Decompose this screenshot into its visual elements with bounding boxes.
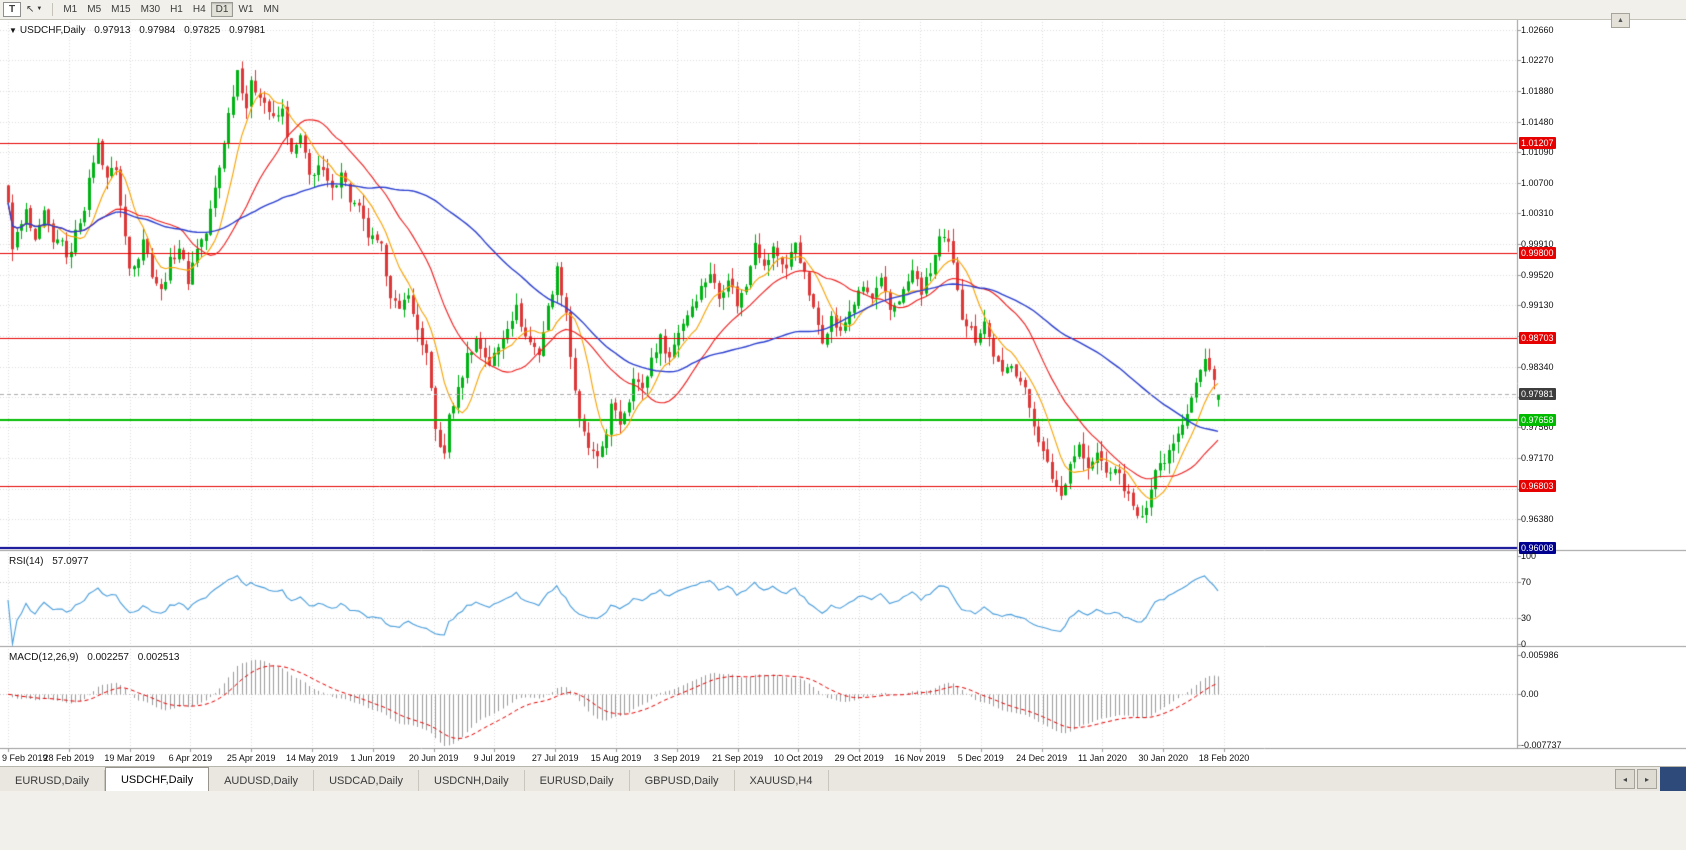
- chart-tab-bar: EURUSD,Daily USDCHF,Daily AUDUSD,Daily U…: [0, 766, 1686, 791]
- tab-gbpusd-daily[interactable]: GBPUSD,Daily: [629, 770, 735, 791]
- cursor-tool-button[interactable]: ↖ ▼: [21, 2, 47, 17]
- tab-eurusd-daily-2[interactable]: EURUSD,Daily: [524, 770, 630, 791]
- tab-bar-corner: [1660, 767, 1686, 791]
- timeframe-m1-button[interactable]: M1: [58, 2, 82, 17]
- timeframe-m30-button[interactable]: M30: [136, 2, 165, 17]
- symbol-label: USDCHF,Daily: [19, 25, 86, 36]
- tab-eurusd-daily[interactable]: EURUSD,Daily: [0, 770, 105, 791]
- tab-usdcad-daily[interactable]: USDCAD,Daily: [314, 770, 420, 791]
- macd-indicator-label: MACD(12,26,9) 0.002257 0.002513: [9, 652, 179, 663]
- timeframe-mn-button[interactable]: MN: [258, 2, 284, 17]
- price-chart-canvas[interactable]: [0, 19, 1686, 766]
- timeframe-h1-button[interactable]: H1: [165, 2, 188, 17]
- tab-audusd-daily[interactable]: AUDUSD,Daily: [209, 770, 315, 791]
- chart-scroll-up-button[interactable]: ▲: [1611, 13, 1630, 28]
- quote-high: 0.97984: [139, 25, 176, 36]
- cursor-icon: ↖: [26, 4, 35, 15]
- collapse-triangle-icon[interactable]: ▼: [9, 26, 17, 35]
- quote-open: 0.97913: [94, 25, 131, 36]
- tab-usdchf-daily[interactable]: USDCHF,Daily: [104, 767, 210, 791]
- top-toolbar: T ↖ ▼ M1 M5 M15 M30 H1 H4 D1 W1 MN: [0, 0, 1686, 20]
- timeframe-m15-button[interactable]: M15: [106, 2, 135, 17]
- tab-xauusd-h4[interactable]: XAUUSD,H4: [734, 770, 829, 791]
- chevron-down-icon: ▼: [36, 6, 43, 12]
- macd-title: MACD(12,26,9): [9, 652, 79, 663]
- timeframe-h4-button[interactable]: H4: [188, 2, 211, 17]
- tab-scroll-right-button[interactable]: ▸: [1637, 769, 1657, 789]
- macd-main-value: 0.002257: [87, 652, 129, 663]
- toolbar-separator: [52, 3, 54, 16]
- text-tool-button[interactable]: T: [3, 2, 21, 17]
- window-bottom-filler: [0, 790, 1686, 850]
- timeframe-m5-button[interactable]: M5: [82, 2, 106, 17]
- rsi-value: 57.0977: [52, 556, 89, 567]
- rsi-indicator-label: RSI(14) 57.0977: [9, 556, 88, 567]
- quote-close: 0.97981: [229, 25, 266, 36]
- tab-scroll-left-button[interactable]: ◂: [1615, 769, 1635, 789]
- quote-low: 0.97825: [184, 25, 221, 36]
- chart-title: ▼ USDCHF,Daily 0.97913 0.97984 0.97825 0.…: [9, 25, 265, 36]
- macd-signal-value: 0.002513: [137, 652, 180, 663]
- timeframe-d1-button[interactable]: D1: [210, 2, 234, 17]
- rsi-title: RSI(14): [9, 556, 44, 567]
- timeframe-w1-button[interactable]: W1: [233, 2, 258, 17]
- tab-usdcnh-daily[interactable]: USDCNH,Daily: [419, 770, 525, 791]
